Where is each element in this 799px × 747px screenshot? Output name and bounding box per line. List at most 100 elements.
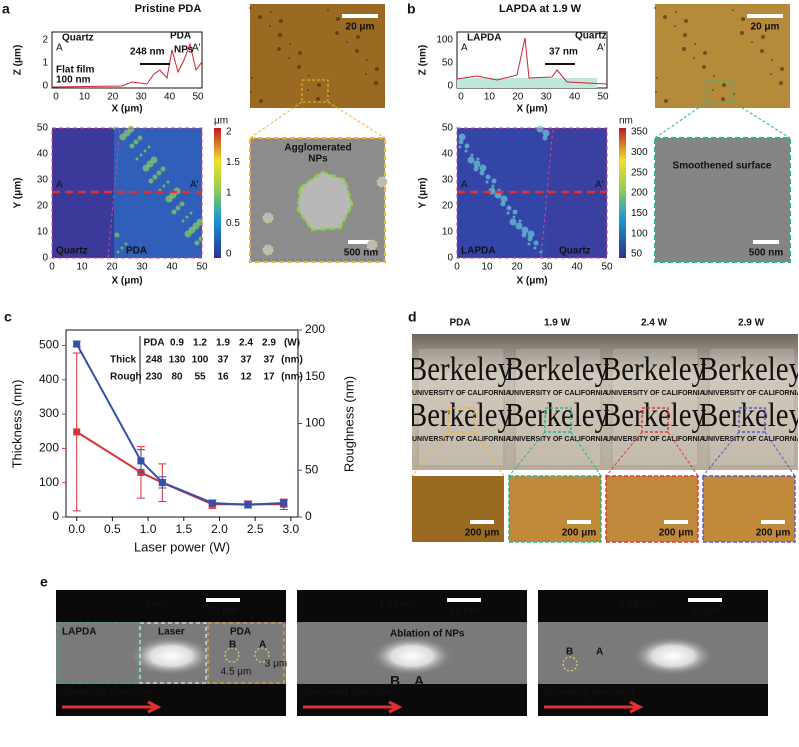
x-tick-label: 0.5	[104, 522, 121, 536]
optical-speck	[336, 17, 340, 21]
boundary	[107, 127, 121, 259]
scale-label: 20 μm	[751, 22, 780, 33]
optical-speck	[694, 43, 696, 45]
marker: A	[56, 43, 63, 54]
map-speck	[194, 240, 200, 246]
axis-label: Laser power (W)	[134, 539, 230, 554]
frame-bottom	[538, 684, 768, 716]
logo: Berkeley	[699, 351, 799, 388]
y-tick-label: 20	[442, 201, 454, 212]
table-unit: (nm)	[281, 355, 303, 366]
map-speck	[485, 174, 491, 180]
table-header: 2.4	[239, 338, 253, 349]
y2-tick-label: 50	[305, 462, 319, 476]
sem-label: Smoothened surface	[673, 161, 772, 172]
map-speck	[506, 205, 512, 211]
optical-speck	[347, 27, 349, 29]
map-speck	[479, 170, 485, 176]
x-tick-label: 1.0	[140, 522, 157, 536]
np	[376, 176, 388, 188]
marker: A'	[190, 180, 199, 191]
optical-speck	[682, 47, 686, 51]
optical-speck	[760, 49, 764, 53]
optical-speck	[365, 73, 367, 75]
map-speck	[137, 135, 143, 141]
melt-pool	[129, 636, 213, 676]
scale-bar	[447, 598, 481, 602]
y2-tick-label: 0	[305, 509, 312, 523]
ablation-label: Ablation of NPs	[390, 629, 465, 640]
logo-sub: UNIVERSITY OF CALIFORNIA	[509, 390, 608, 397]
optical-speck	[249, 7, 251, 9]
x-tick-label: 40	[166, 262, 178, 273]
map-speck	[464, 143, 470, 149]
x-tick-label: 50	[196, 262, 208, 273]
marker: A	[461, 43, 468, 54]
size-label: 4.5 μm	[221, 667, 252, 678]
optical-speck	[770, 73, 772, 75]
roi	[641, 407, 669, 433]
axis-label: X (μm)	[516, 276, 547, 287]
map-speck	[500, 201, 506, 207]
x-tick-label: 40	[569, 92, 581, 103]
panel-label: b	[407, 1, 416, 17]
optical-speck	[307, 89, 309, 91]
roi	[301, 79, 329, 103]
micrograph	[605, 475, 699, 543]
zoom-line	[702, 431, 740, 477]
np-cluster	[296, 170, 354, 232]
map-speck	[509, 218, 517, 226]
x-tick-label: 0	[458, 92, 464, 103]
x-tick-label: 0	[53, 92, 59, 103]
x-tick-label: 20	[106, 262, 118, 273]
y-tick-label: 50	[442, 123, 454, 134]
logo: Berkeley	[408, 351, 512, 388]
roi	[447, 407, 475, 433]
optical-speck	[779, 81, 783, 85]
column-label: 2.4 W	[641, 318, 668, 329]
table-cell: 37	[240, 355, 252, 366]
colorbar-tick: 1	[226, 188, 232, 199]
optical-speck	[656, 77, 658, 79]
map-speck	[506, 211, 510, 215]
optical-speck	[297, 65, 301, 69]
marker	[137, 457, 145, 465]
logo: Berkeley	[602, 397, 706, 434]
map-speck	[171, 209, 177, 215]
np	[262, 212, 274, 224]
table-cell: 16	[217, 372, 229, 383]
scale-label: 200 μm	[659, 528, 694, 539]
zoom-line	[605, 431, 643, 477]
optical-speck	[308, 75, 310, 77]
map-speck	[542, 135, 548, 141]
optical-speck	[327, 9, 329, 11]
map-speck	[491, 184, 495, 188]
map-speck	[129, 143, 135, 149]
zoom-line	[411, 431, 449, 477]
optical-speck	[712, 89, 714, 91]
x-tick-label: 10	[79, 92, 91, 103]
y-tick-label: 200	[39, 441, 59, 455]
panel-label: c	[4, 309, 12, 325]
map-speck	[515, 222, 523, 230]
np-ring	[562, 656, 578, 672]
map-speck	[536, 125, 544, 133]
x-tick-label: 50	[597, 92, 609, 103]
np-label: A	[596, 647, 603, 658]
melt-pool	[370, 636, 454, 676]
np-label: A	[259, 640, 266, 651]
x-tick-label: 40	[571, 262, 583, 273]
logo-sub: UNIVERSITY OF CALIFORNIA	[412, 390, 511, 397]
map-speck	[512, 209, 518, 215]
map-speck	[527, 230, 535, 238]
scale-bar	[747, 14, 783, 18]
x-tick-label: 20	[511, 262, 523, 273]
np	[262, 244, 274, 256]
y-tick-label: 40	[37, 149, 49, 160]
optical-speck	[251, 77, 253, 79]
table-row-name: Thick	[110, 355, 137, 366]
scale-bar	[567, 520, 591, 524]
table-cell: 230	[146, 372, 163, 383]
optical-speck	[722, 83, 726, 87]
region-label: Laser	[158, 627, 185, 638]
